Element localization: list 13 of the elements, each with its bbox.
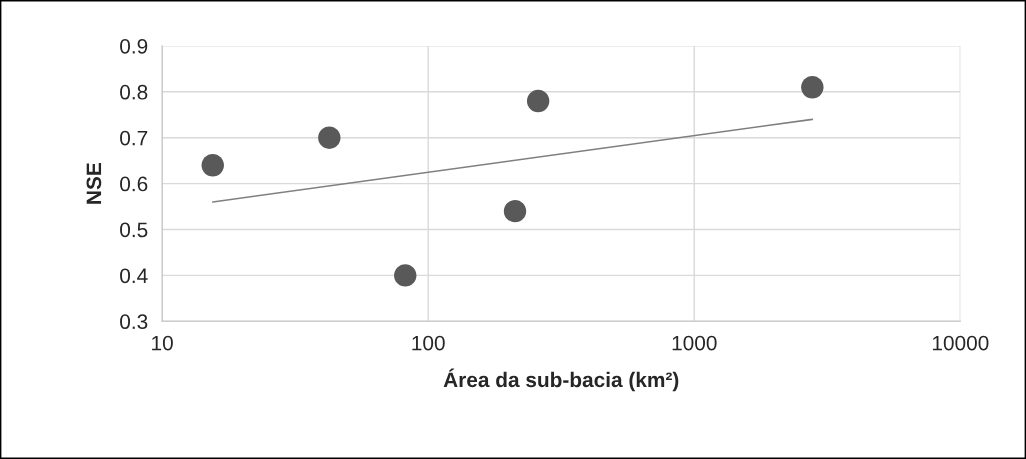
x-tick-label: 10000 — [932, 335, 989, 351]
y-tick-label: 0.6 — [120, 176, 148, 192]
y-axis-title: NSE — [86, 163, 102, 204]
y-tick-label: 0.3 — [120, 314, 148, 330]
x-tick-label: 100 — [412, 335, 445, 351]
y-tick-label: 0.5 — [120, 222, 148, 238]
y-tick-label: 0.7 — [120, 130, 148, 146]
x-axis-title: Área da sub-bacia (km²) — [443, 368, 679, 392]
y-tick-label: 0.4 — [120, 268, 148, 284]
x-tick-label: 10 — [152, 335, 173, 351]
y-tick-label: 0.9 — [120, 38, 148, 54]
x-tick-label: 1000 — [672, 335, 717, 351]
y-tick-label: 0.8 — [120, 84, 148, 100]
